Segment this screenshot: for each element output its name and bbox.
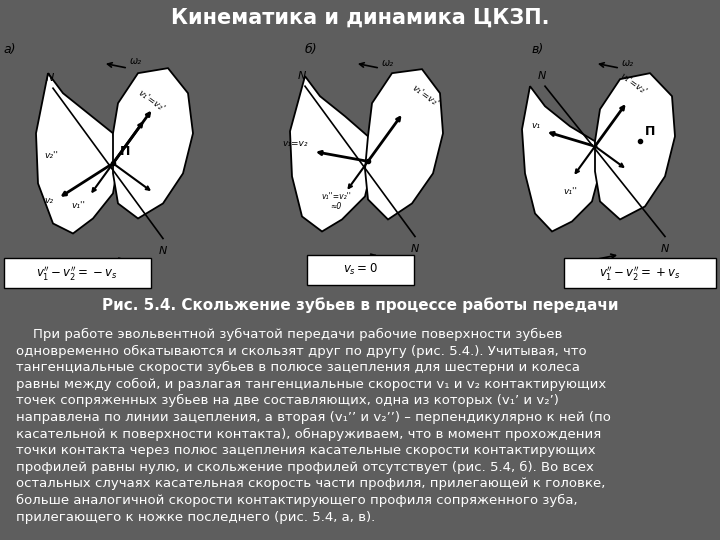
Text: v₁: v₁ <box>531 122 540 130</box>
Text: ω₂: ω₂ <box>382 58 394 68</box>
Text: N: N <box>538 71 546 81</box>
Text: v₁'': v₁'' <box>71 201 85 211</box>
Text: остальных случаях касательная скорость части профиля, прилегающей к головке,: остальных случаях касательная скорость ч… <box>16 477 606 490</box>
Text: N: N <box>411 244 419 253</box>
Text: v₂: v₂ <box>44 197 53 205</box>
Polygon shape <box>365 69 443 219</box>
Text: тангенциальные скорости зубьев в полюсе зацепления для шестерни и колеса: тангенциальные скорости зубьев в полюсе … <box>16 361 580 374</box>
Text: v₁''=v₂''
≈0: v₁''=v₂'' ≈0 <box>321 192 351 212</box>
Text: N: N <box>661 244 669 253</box>
Text: П: П <box>120 145 130 158</box>
Text: v₁'=v₂': v₁'=v₂' <box>410 83 440 108</box>
Text: ω₁: ω₁ <box>620 269 632 280</box>
Text: прилегающего к ножке последнего (рис. 5.4, а, в).: прилегающего к ножке последнего (рис. 5.… <box>16 511 375 524</box>
Text: больше аналогичной скорости контактирующего профиля сопряженного зуба,: больше аналогичной скорости контактирующ… <box>16 494 577 507</box>
Text: точек сопряженных зубьев на две составляющих, одна из которых (v₁’ и v₂’): точек сопряженных зубьев на две составля… <box>16 394 559 407</box>
Polygon shape <box>595 73 675 219</box>
Text: v₁'=v₂': v₁'=v₂' <box>136 88 166 113</box>
FancyBboxPatch shape <box>4 258 151 288</box>
Text: равны между собой, и разлагая тангенциальные скорости v₁ и v₂ контактирующих: равны между собой, и разлагая тангенциал… <box>16 377 606 391</box>
Polygon shape <box>522 86 600 232</box>
Text: ω₁: ω₁ <box>380 269 392 280</box>
Text: ω₂: ω₂ <box>130 56 142 66</box>
Text: профилей равны нулю, и скольжение профилей отсутствует (рис. 5.4, б). Во всех: профилей равны нулю, и скольжение профил… <box>16 461 594 474</box>
Text: Кинематика и динамика ЦКЗП.: Кинематика и динамика ЦКЗП. <box>171 8 549 28</box>
Text: касательной к поверхности контакта), обнаруживаем, что в момент прохождения: касательной к поверхности контакта), обн… <box>16 428 601 441</box>
Text: точки контакта через полюс зацепления касательные скорости контактирующих: точки контакта через полюс зацепления ка… <box>16 444 595 457</box>
Text: v₁'=v₂': v₁'=v₂' <box>618 71 648 96</box>
Text: v₁'': v₁'' <box>563 187 577 197</box>
Text: $v_1'' - v_2'' = -v_s$: $v_1'' - v_2'' = -v_s$ <box>36 264 117 281</box>
Polygon shape <box>290 76 372 232</box>
Text: направлена по линии зацепления, а вторая (v₁’’ и v₂’’) – перпендикулярно к ней (: направлена по линии зацепления, а вторая… <box>16 411 611 424</box>
Text: одновременно обкатываются и скользят друг по другу (рис. 5.4.). Учитывая, что: одновременно обкатываются и скользят дру… <box>16 345 587 357</box>
Text: П: П <box>645 125 655 138</box>
Text: $v_s = 0$: $v_s = 0$ <box>343 262 377 277</box>
Polygon shape <box>36 73 118 233</box>
Text: N: N <box>298 71 306 81</box>
FancyBboxPatch shape <box>564 258 716 288</box>
Text: $v_1'' - v_2'' = +v_s$: $v_1'' - v_2'' = +v_s$ <box>599 264 680 281</box>
Text: При работе эвольвентной зубчатой передачи рабочие поверхности зубьев: При работе эвольвентной зубчатой передач… <box>16 328 562 341</box>
Polygon shape <box>113 68 193 219</box>
FancyBboxPatch shape <box>307 254 414 285</box>
Text: v₂'': v₂'' <box>44 151 58 160</box>
Text: Рис. 5.4. Скольжение зубьев в процессе работы передачи: Рис. 5.4. Скольжение зубьев в процессе р… <box>102 297 618 313</box>
Text: а): а) <box>3 43 16 56</box>
Text: ω₁: ω₁ <box>128 272 140 281</box>
Text: б): б) <box>305 43 318 56</box>
Text: в): в) <box>532 43 544 56</box>
Text: ω₂: ω₂ <box>622 58 634 68</box>
Text: N: N <box>46 73 54 83</box>
Text: v₁=v₂: v₁=v₂ <box>282 139 308 148</box>
Text: N: N <box>159 246 167 255</box>
